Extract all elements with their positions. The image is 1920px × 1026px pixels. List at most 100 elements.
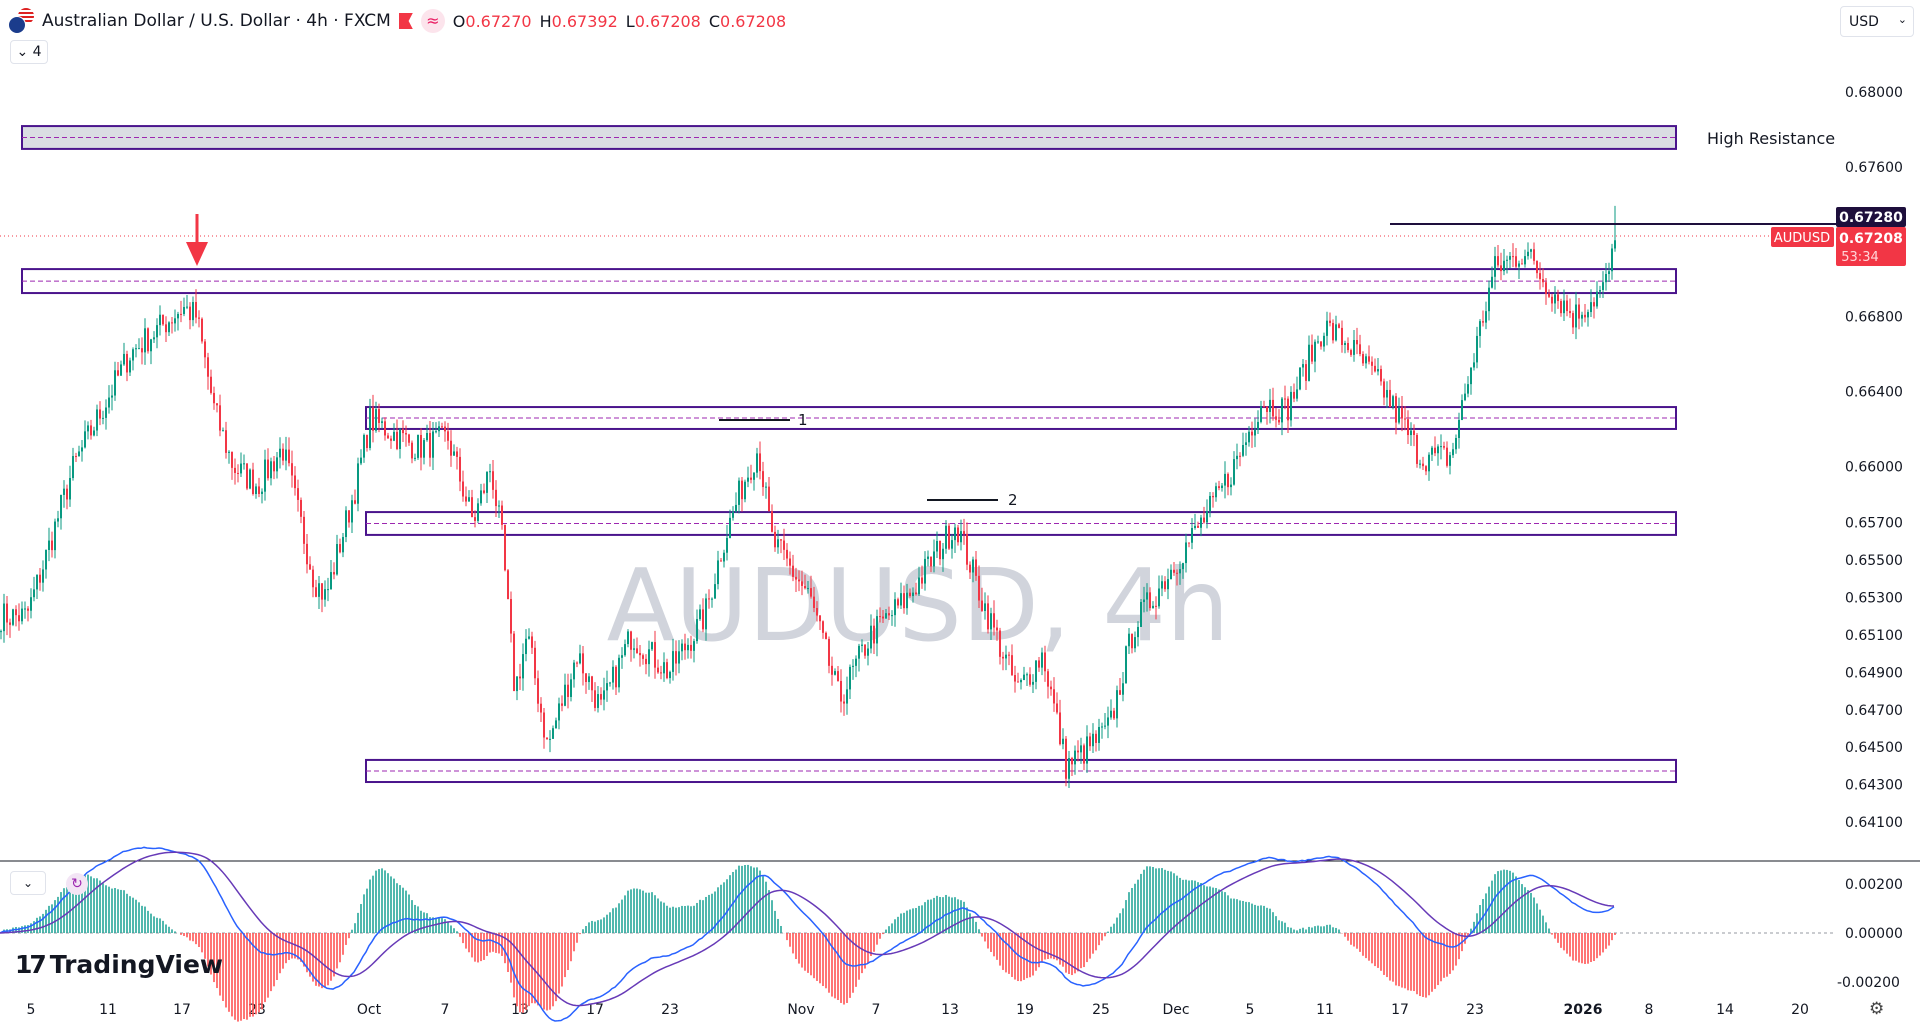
candle-body: [3, 603, 5, 632]
macd-hist-bar: [762, 876, 764, 933]
macd-hist-bar: [1107, 931, 1109, 933]
candle-body: [1452, 449, 1454, 456]
candle-body: [768, 486, 770, 512]
candle-body: [456, 451, 458, 457]
date-axis-label: 17: [586, 1002, 604, 1018]
candle-body: [663, 662, 665, 674]
indicators-toggle-button[interactable]: ⌄ 4: [10, 40, 48, 64]
macd-hist-bar: [1434, 933, 1436, 989]
candle-body: [1419, 463, 1421, 465]
candle-body: [1566, 300, 1568, 312]
macd-hist-bar: [630, 889, 632, 933]
symbol-title[interactable]: Australian Dollar / U.S. Dollar · 4h · F…: [42, 11, 391, 31]
macd-hist-bar: [354, 923, 356, 933]
candle-body: [1377, 369, 1379, 372]
macd-hist-bar: [1347, 933, 1349, 941]
candle-body: [1347, 343, 1349, 351]
macd-hist-bar: [444, 919, 446, 933]
candle-body: [1227, 473, 1229, 488]
candle-body: [171, 322, 173, 324]
macd-hist-bar: [1575, 933, 1577, 961]
candle-body: [912, 592, 914, 597]
candle-body: [915, 592, 917, 595]
candle-body: [291, 463, 293, 476]
candle-body: [480, 490, 482, 504]
macd-hist-bar: [156, 917, 158, 933]
macd-hist-bar: [642, 890, 644, 933]
tradingview-logo[interactable]: 17 TradingView: [15, 950, 223, 979]
candle-body: [1218, 486, 1220, 489]
candle-body: [1170, 569, 1172, 580]
candle-body: [960, 531, 962, 543]
macd-hist-bar: [201, 933, 203, 953]
macd-hist-bar: [510, 933, 512, 983]
macd-hist-bar: [513, 933, 515, 998]
candle-body: [42, 569, 44, 583]
candle-body: [444, 426, 446, 432]
candle-body: [330, 572, 332, 590]
macd-hist-bar: [909, 909, 911, 933]
flag-marker-icon[interactable]: [398, 13, 413, 29]
candle-body: [1578, 304, 1580, 319]
candle-body: [693, 641, 695, 651]
candle-body: [192, 302, 194, 321]
macd-hist-bar: [63, 888, 65, 933]
candle-body: [1509, 256, 1511, 260]
candle-body: [546, 737, 548, 740]
macd-indicator-icon[interactable]: ↻: [66, 873, 88, 895]
macd-hist-bar: [1440, 933, 1442, 982]
candle-body: [1470, 367, 1472, 385]
candle-body: [861, 644, 863, 646]
candle-body: [936, 540, 938, 552]
candle-body: [1071, 758, 1073, 765]
indicator-wave-icon[interactable]: ≈: [420, 9, 445, 33]
macd-hist-bar: [726, 879, 728, 933]
candle-body: [198, 317, 200, 319]
candle-body: [867, 648, 869, 656]
candle-body: [519, 676, 521, 679]
macd-hist-bar: [1023, 933, 1025, 980]
macd-hist-bar: [813, 933, 815, 979]
candle-body: [1344, 343, 1346, 345]
candle-body: [87, 425, 89, 432]
candle-body: [1179, 569, 1181, 574]
down-arrow-head-icon: [186, 242, 208, 266]
macd-hist-bar: [159, 918, 161, 933]
candle-body: [1542, 279, 1544, 283]
macd-hist-bar: [666, 905, 668, 933]
macd-hist-bar: [1350, 933, 1352, 945]
price-axis-label: 0.64300: [1845, 778, 1903, 794]
candle-body: [1182, 563, 1184, 570]
macd-hist-bar: [1386, 933, 1388, 978]
candle-body: [1065, 738, 1067, 779]
macd-hist-bar: [1605, 933, 1607, 949]
pane-collapse-button[interactable]: ⌄: [10, 871, 46, 895]
macd-hist-bar: [1074, 933, 1076, 974]
macd-hist-bar: [1161, 868, 1163, 933]
macd-hist-bar: [1413, 933, 1415, 992]
candle-body: [270, 461, 272, 479]
candle-body: [1527, 251, 1529, 257]
candle-body: [771, 511, 773, 532]
macd-hist-bar: [33, 921, 35, 933]
candle-body: [1263, 406, 1265, 408]
macd-hist-bar: [1329, 924, 1331, 933]
macd-hist-bar: [663, 902, 665, 933]
candle-body: [264, 459, 266, 492]
macd-hist-bar: [936, 895, 938, 933]
candle-body: [249, 469, 251, 489]
candle-body: [474, 517, 476, 521]
candle-body: [516, 676, 518, 692]
candle-body: [9, 622, 11, 625]
currency-select[interactable]: USD ⌄: [1840, 6, 1914, 37]
macd-hist-bar: [1446, 933, 1448, 977]
candle-body: [1068, 758, 1070, 779]
candle-body: [471, 497, 473, 518]
macd-hist-bar: [615, 907, 617, 933]
candle-body: [321, 583, 323, 600]
macd-signal-line: [0, 851, 1615, 1007]
settings-gear-icon[interactable]: ⚙: [1869, 999, 1885, 1019]
candle-body: [993, 613, 995, 628]
candle-body: [354, 500, 356, 504]
